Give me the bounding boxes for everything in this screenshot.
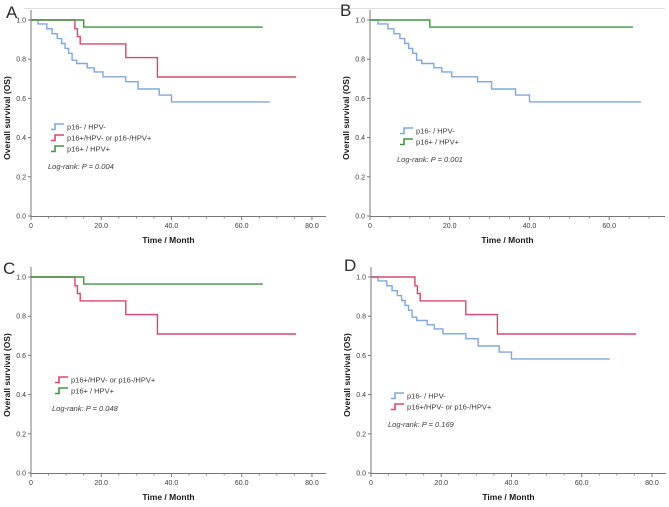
legend-glyph-p16pos_hpvpos [51,145,64,153]
y-axis-title: Overall survival (OS) [341,76,351,160]
y-tick-label: 0.2 [356,431,366,438]
km-chart-a: 0.0 0.2 0.4 0.6 0.8 1.0 0 20.0 40.0 60.0 80.0 Time … [2,10,326,245]
y-axis-title: Overall survival (OS) [2,333,12,417]
survival-curve-p16pos_hpvpos [370,19,634,28]
x-tick-label: 60.0 [602,223,616,230]
x-tick-label: 0 [368,223,372,230]
y-tick-label: 1.0 [16,275,26,282]
legend-label-p16pos_hpvneg_or_p16neg_hpvpos: p16+/HPV- or p16-/HPV+ [407,403,492,412]
y-tick-label: 0.0 [16,471,26,478]
survival-curve-p16pos_hpvneg_or_p16neg_hpvpos [31,19,297,78]
x-tick-label: 60.0 [575,480,589,487]
figure-top-border [24,8,665,9]
legend-glyph-p16neg_hpvneg [391,392,404,400]
y-tick-label: 0.0 [16,214,26,221]
logrank-text: Log-rank: P = 0.169 [388,420,455,429]
km-chart-b: 0.0 0.2 0.4 0.6 0.8 1.0 0 20.0 40.0 60.0 Time / Mo… [341,10,665,245]
y-tick-label: 0.6 [16,96,26,103]
y-tick-label: 0.6 [16,353,26,360]
y-tick-label: 0.4 [355,135,365,142]
y-tick-label: 0.6 [355,96,365,103]
y-tick-label: 0.6 [356,353,366,360]
survival-curve-p16pos_hpvneg_or_p16neg_hpvpos [371,276,637,335]
legend-label-p16pos_hpvpos: p16+ / HPV+ [416,138,460,147]
panel-a: 0.0 0.2 0.4 0.6 0.8 1.0 0 20.0 40.0 60.0 80.0 Time … [0,0,335,250]
survival-curve-p16neg_hpvneg [31,19,270,103]
legend-glyph-p16pos_hpvneg_or_p16neg_hpvpos [51,134,64,142]
y-tick-label: 0.8 [16,57,26,64]
legend-label-p16pos_hpvneg_or_p16neg_hpvpos: p16+/HPV- or p16-/HPV+ [67,134,152,143]
x-tick-label: 40.0 [523,223,537,230]
legend-glyph-p16pos_hpvpos [400,138,413,146]
x-tick-label: 60.0 [235,480,249,487]
y-tick-label: 0.8 [356,314,366,321]
survival-curve-p16pos_hpvneg_or_p16neg_hpvpos [31,276,297,335]
legend-label-p16pos_hpvneg_or_p16neg_hpvpos: p16+/HPV- or p16-/HPV+ [71,376,156,385]
y-tick-label: 0.2 [16,431,26,438]
x-tick-label: 40.0 [505,480,519,487]
panel-label-b: B [340,1,352,20]
legend-label-p16pos_hpvpos: p16+ / HPV+ [67,145,111,154]
x-axis-title: Time / Month [482,492,534,502]
legend-label-p16neg_hpvneg: p16- / HPV- [416,127,455,136]
y-tick-label: 0.4 [16,135,26,142]
km-chart-d: 0.0 0.2 0.4 0.6 0.8 1.0 0 20.0 40.0 60.0 80.0 Time … [342,267,666,502]
x-tick-label: 0 [29,223,33,230]
x-tick-label: 40.0 [165,480,179,487]
y-tick-label: 1.0 [355,18,365,25]
x-tick-label: 20.0 [94,480,108,487]
panel-b: 0.0 0.2 0.4 0.6 0.8 1.0 0 20.0 40.0 60.0 Time / Mo… [334,0,669,250]
y-tick-label: 0.0 [356,471,366,478]
y-tick-label: 0.2 [16,174,26,181]
y-tick-label: 0.0 [355,214,365,221]
x-tick-label: 80.0 [305,223,319,230]
survival-curve-p16pos_hpvpos [31,19,263,28]
legend-glyph-p16neg_hpvneg [51,123,64,131]
survival-curve-p16neg_hpvneg [371,276,610,360]
x-tick-label: 80.0 [645,480,659,487]
panel-label-a: A [6,3,18,22]
logrank-text: Log-rank: P = 0.001 [397,155,463,164]
km-chart-c: 0.0 0.2 0.4 0.6 0.8 1.0 0 20.0 40.0 60.0 80.0 Time … [2,267,326,502]
panel-label-c: C [3,259,16,278]
survival-curve-p16neg_hpvneg [370,19,642,103]
x-tick-label: 0 [369,480,373,487]
x-tick-label: 20.0 [94,223,108,230]
legend-glyph-p16pos_hpvpos [55,387,68,395]
x-tick-label: 80.0 [305,480,319,487]
survival-curve-p16pos_hpvpos [31,276,263,285]
y-tick-label: 1.0 [16,18,26,25]
panel-d: 0.0 0.2 0.4 0.6 0.8 1.0 0 20.0 40.0 60.0 80.0 Time … [335,257,669,507]
legend-glyph-p16pos_hpvneg_or_p16neg_hpvpos [55,376,68,384]
x-axis-title: Time / Month [142,492,194,502]
y-tick-label: 0.2 [355,174,365,181]
y-tick-label: 0.4 [356,392,366,399]
y-axis-title: Overall survival (OS) [2,76,12,160]
x-axis-title: Time / Month [481,235,533,245]
y-tick-label: 0.8 [16,314,26,321]
x-tick-label: 0 [29,480,33,487]
x-axis-title: Time / Month [142,235,194,245]
x-tick-label: 20.0 [434,480,448,487]
panel-label-d: D [344,256,357,275]
legend-label-p16pos_hpvpos: p16+ / HPV+ [71,387,115,396]
y-axis-title: Overall survival (OS) [342,333,352,417]
legend-label-p16neg_hpvneg: p16- / HPV- [407,392,446,401]
legend-glyph-p16pos_hpvneg_or_p16neg_hpvpos [391,403,404,411]
y-tick-label: 0.4 [16,392,26,399]
x-tick-label: 60.0 [235,223,249,230]
y-tick-label: 0.8 [355,57,365,64]
logrank-text: Log-rank: P = 0.004 [48,162,114,171]
panel-c: 0.0 0.2 0.4 0.6 0.8 1.0 0 20.0 40.0 60.0 80.0 Time … [0,257,335,507]
y-tick-label: 1.0 [356,275,366,282]
legend-glyph-p16neg_hpvneg [400,127,413,135]
x-tick-label: 20.0 [443,223,457,230]
logrank-text: Log-rank: P = 0.048 [52,404,119,413]
legend-label-p16neg_hpvneg: p16- / HPV- [67,123,106,132]
x-tick-label: 40.0 [165,223,179,230]
